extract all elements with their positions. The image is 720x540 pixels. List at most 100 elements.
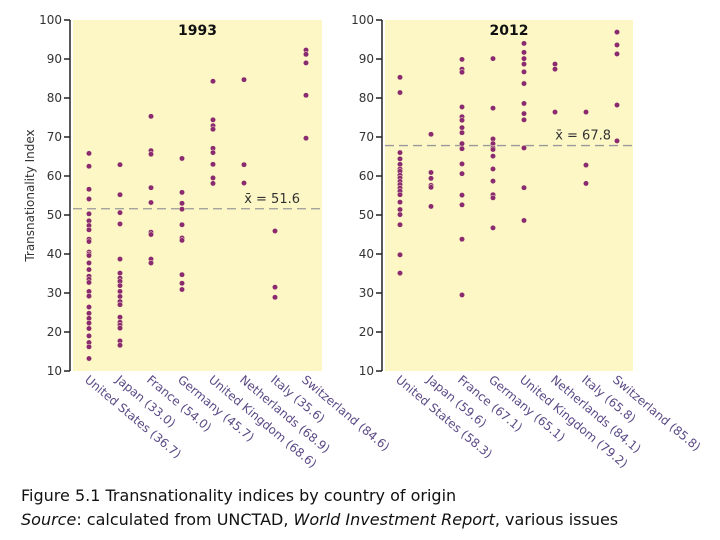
y-tick-label: 50 xyxy=(47,208,62,222)
data-point xyxy=(210,149,216,156)
y-tick-label: 40 xyxy=(47,247,62,261)
y-tick-label: 100 xyxy=(39,13,62,27)
data-point xyxy=(521,40,527,47)
data-point xyxy=(272,228,278,234)
data-point xyxy=(117,288,123,295)
data-point xyxy=(459,145,465,152)
data-point xyxy=(397,251,403,258)
data-point xyxy=(583,180,589,187)
data-point xyxy=(86,343,92,350)
data-point xyxy=(428,175,434,182)
panel-title: 2012 xyxy=(490,23,529,39)
data-point xyxy=(117,270,123,277)
data-point xyxy=(86,238,92,245)
data-point xyxy=(86,150,92,157)
data-point xyxy=(490,224,496,231)
data-point xyxy=(117,161,123,168)
data-point xyxy=(86,320,92,326)
plot-background-2012 xyxy=(385,20,633,371)
data-point xyxy=(210,180,216,187)
data-point xyxy=(241,76,247,83)
y-tick-label: 30 xyxy=(47,286,62,300)
data-point xyxy=(86,310,92,317)
data-point xyxy=(459,104,465,110)
data-point xyxy=(179,200,185,207)
source-label: Source xyxy=(21,510,77,529)
data-point xyxy=(397,199,403,206)
y-tick-label: 10 xyxy=(359,364,374,378)
data-point xyxy=(86,163,92,170)
data-point xyxy=(303,59,309,66)
data-point xyxy=(459,124,465,131)
data-point xyxy=(521,184,527,191)
data-point xyxy=(117,293,123,300)
y-tick-label: 80 xyxy=(47,91,62,105)
data-point xyxy=(614,102,620,108)
data-point xyxy=(459,236,465,243)
data-point xyxy=(397,191,403,198)
data-point xyxy=(428,131,434,138)
data-point xyxy=(86,355,92,362)
data-point xyxy=(490,153,496,160)
data-point xyxy=(459,292,465,298)
data-point xyxy=(86,325,92,332)
source-report-title: World Investment Report xyxy=(293,510,495,529)
data-point xyxy=(521,100,527,107)
data-point xyxy=(210,78,216,85)
data-point xyxy=(490,146,496,153)
y-tick-label: 20 xyxy=(359,325,374,339)
data-point xyxy=(86,186,92,193)
y-axis-label: Transnationality Index xyxy=(23,129,37,262)
data-point xyxy=(86,304,92,310)
data-point xyxy=(490,178,496,185)
data-point xyxy=(303,135,309,142)
data-point xyxy=(428,184,434,191)
data-point xyxy=(397,89,403,96)
data-point xyxy=(459,129,465,136)
plot-background-1993 xyxy=(73,20,322,371)
data-point xyxy=(117,314,123,321)
data-point xyxy=(521,61,527,68)
data-point xyxy=(148,113,154,120)
y-tick-label: 90 xyxy=(359,52,374,66)
data-point xyxy=(148,151,154,158)
data-point xyxy=(397,155,403,162)
data-point xyxy=(459,117,465,124)
data-point xyxy=(583,162,589,169)
data-point xyxy=(86,279,92,286)
data-point xyxy=(117,256,123,263)
y-tick-label: 80 xyxy=(359,91,374,105)
y-tick-label: 60 xyxy=(359,169,374,183)
data-point xyxy=(117,325,123,332)
data-point xyxy=(272,294,278,301)
data-point xyxy=(148,184,154,191)
y-tick-label: 30 xyxy=(359,286,374,300)
data-point xyxy=(521,217,527,224)
data-point xyxy=(86,266,92,273)
data-point xyxy=(397,270,403,277)
data-point xyxy=(614,42,620,48)
data-point xyxy=(459,201,465,208)
y-tick-label: 70 xyxy=(47,130,62,144)
y-tick-label: 20 xyxy=(47,325,62,339)
data-point xyxy=(117,209,123,216)
data-point xyxy=(210,175,216,181)
data-point xyxy=(552,66,558,73)
mean-label: x̄ = 67.8 xyxy=(555,129,611,144)
data-point xyxy=(459,140,465,147)
data-point xyxy=(552,109,558,115)
mean-label: x̄ = 51.6 xyxy=(244,192,300,207)
y-tick-label: 40 xyxy=(359,247,374,261)
data-point xyxy=(86,226,92,233)
data-point xyxy=(583,109,589,115)
data-point xyxy=(241,180,247,186)
data-point xyxy=(148,199,154,206)
data-point xyxy=(521,55,527,62)
data-point xyxy=(614,137,620,144)
data-point xyxy=(521,144,527,151)
figure-title: Figure 5.1 Transnationality indices by c… xyxy=(21,486,457,505)
data-point xyxy=(179,237,185,244)
data-point xyxy=(210,161,216,168)
data-point xyxy=(459,192,465,199)
